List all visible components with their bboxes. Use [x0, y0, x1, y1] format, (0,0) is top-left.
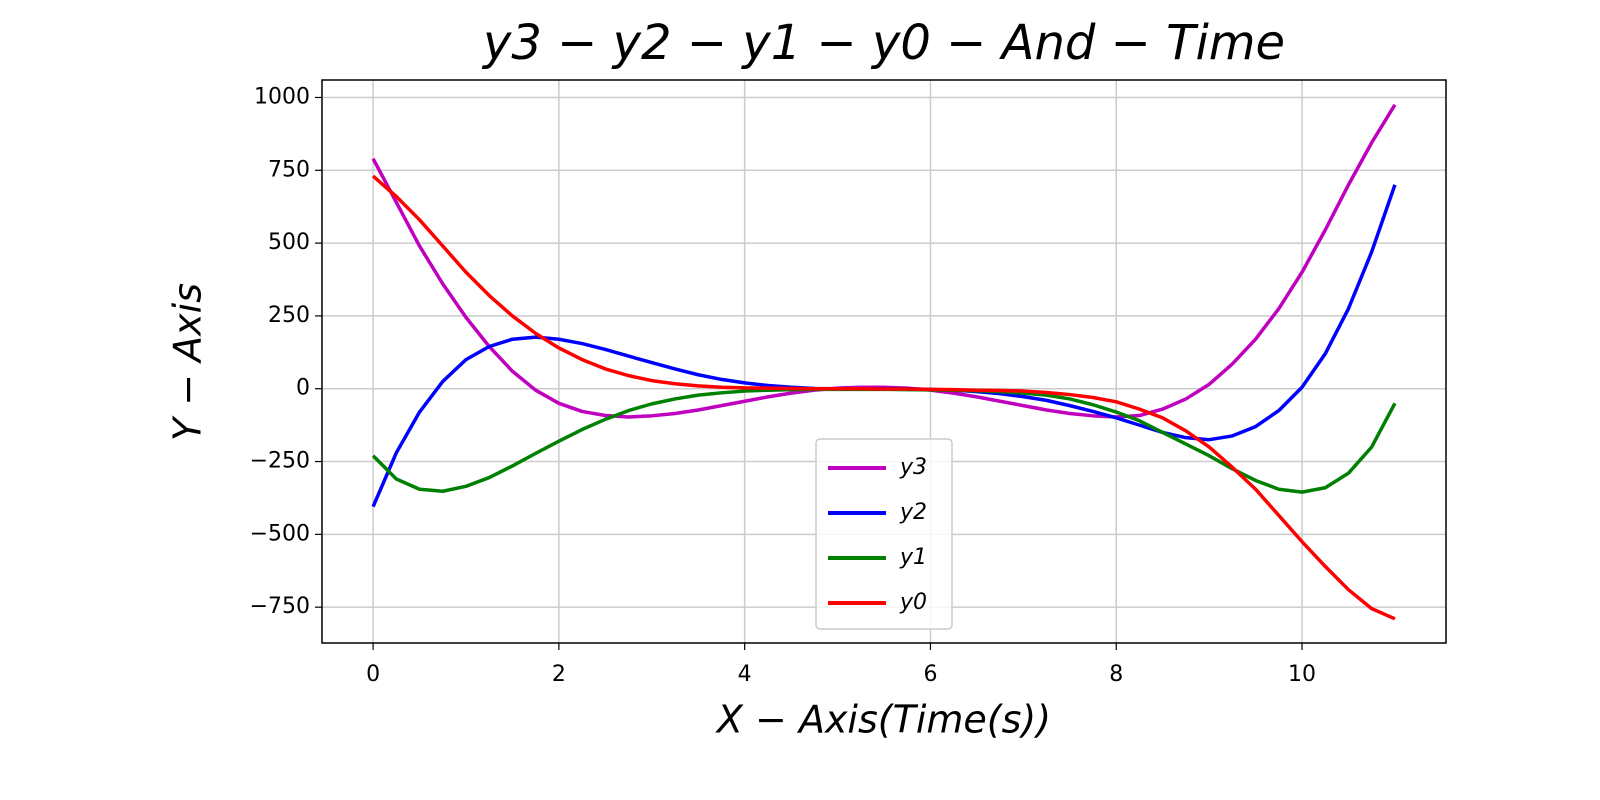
legend-box: [815, 438, 953, 630]
x-tick-label: 8: [1109, 662, 1123, 687]
y-tick-label: 1000: [254, 84, 310, 109]
line: [371, 103, 1397, 419]
line: [371, 174, 1396, 621]
x-tick-label: 2: [552, 662, 566, 687]
x-tick-label: 4: [738, 662, 752, 687]
y-tick-label: 500: [268, 230, 310, 255]
y-tick-label: 750: [268, 157, 310, 182]
x-tick-label: 0: [366, 662, 380, 687]
legend: y3 y2 y1 y0: [815, 438, 953, 630]
y-tick-label: 0: [296, 376, 310, 401]
chart-title: y3 − y2 − y1 − y0 − And − Time: [481, 15, 1285, 71]
legend-label: y2: [899, 500, 927, 525]
y-axis-label: Y − Axis: [166, 283, 210, 441]
legend-label: y0: [899, 590, 927, 615]
y-tick-label: −500: [250, 521, 310, 546]
legend-label: y1: [899, 545, 927, 570]
y-tick-label: −250: [250, 449, 310, 474]
x-tick-label: 10: [1288, 662, 1316, 687]
x-tick-label: 6: [923, 662, 937, 687]
plot-frame: [321, 79, 1447, 644]
x-axis-label: X − Axis(Time(s)): [715, 698, 1051, 742]
y-tick-label: 250: [268, 303, 310, 328]
y-tick-label: −750: [250, 594, 310, 619]
legend-label: y3: [899, 455, 927, 480]
